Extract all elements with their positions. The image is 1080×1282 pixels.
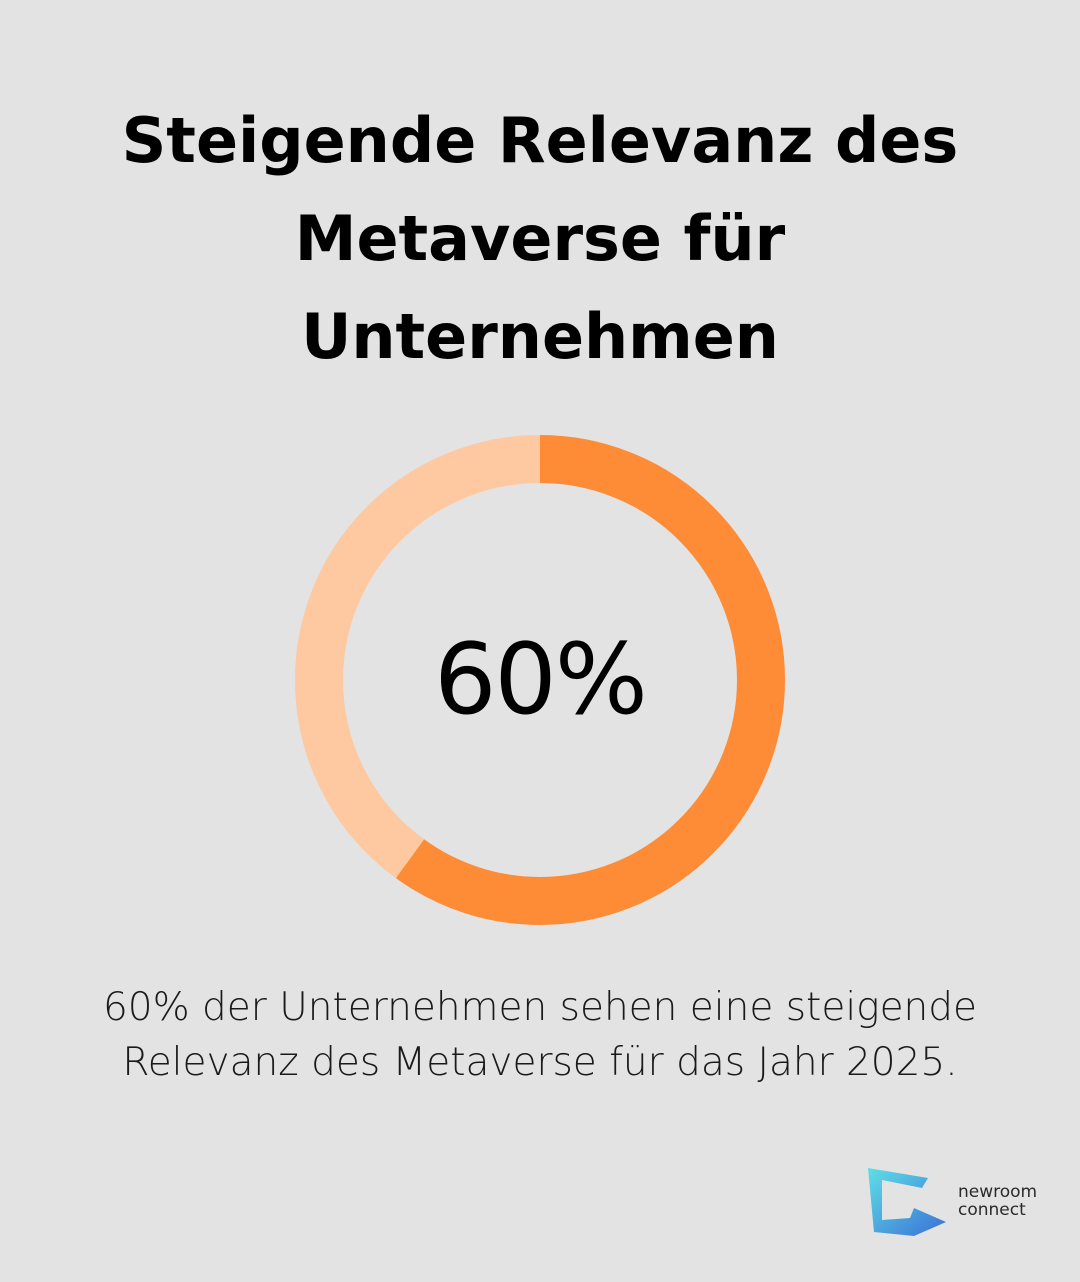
logo-line-1: newroom (958, 1182, 1038, 1202)
logo-mark-icon (868, 1168, 946, 1236)
donut-slice-1 (295, 435, 785, 925)
chart-title: Steigende Relevanz des Metaverse für Unt… (121, 104, 959, 373)
logo-line-2: connect (958, 1200, 1026, 1220)
logo-wordmark: newroom connect (958, 1183, 1037, 1219)
chart-caption: 60% der Unternehmen sehen eine steigende… (102, 985, 978, 1085)
donut-chart: 60% (290, 430, 790, 930)
donut-svg (295, 435, 785, 925)
brand-logo: newroom connect (866, 1166, 1037, 1236)
donut-center-value: 60% (434, 623, 648, 737)
